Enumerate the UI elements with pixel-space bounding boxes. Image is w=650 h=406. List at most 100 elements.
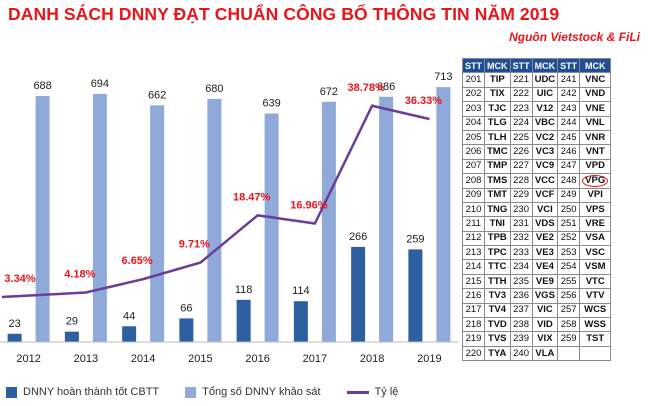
bar-completed-2013 xyxy=(64,331,79,342)
table-cell: VBC xyxy=(531,115,559,131)
table-cell: 229 xyxy=(509,187,533,203)
table-cell: 227 xyxy=(509,158,533,175)
label-surveyed-2019: 713 xyxy=(434,71,452,83)
company-list-table: STT MCK STT MCK STT MCK 201 TIP 221 UDC 241 VNC 202… xyxy=(462,57,612,362)
bar-surveyed-2019 xyxy=(436,87,451,342)
table-cell: 207 xyxy=(462,158,485,175)
table-cell: UDC xyxy=(531,72,559,88)
highlighted-ticker: VPG xyxy=(582,174,609,187)
combo-chart: 688 23 2012 694 29 2013 662 44 2014 680 66 2015 639 1… xyxy=(0,71,458,365)
table-cell: 235 xyxy=(509,273,533,290)
bar-surveyed-2012 xyxy=(35,96,50,342)
table-cell: 209 xyxy=(462,187,485,203)
label-completed-2013: 29 xyxy=(66,316,78,328)
table-cell: 206 xyxy=(462,144,485,160)
table-cell: VNC xyxy=(579,72,612,88)
table-cell: 221 xyxy=(509,72,533,88)
table-body: 201 TIP 221 UDC 241 VNC 202 TIX 222 UIC 242 VND 203 T… xyxy=(462,72,612,362)
table-cell: UIC xyxy=(531,86,559,103)
label-ratio-2018: 38.78% xyxy=(347,82,385,94)
table-cell: TLH xyxy=(484,129,511,146)
table-cell: TMP xyxy=(484,158,511,175)
table-cell: 230 xyxy=(509,201,533,218)
table-row: 208 TMS 228 VCC 248 VPG xyxy=(462,173,612,189)
table-cell: TMS xyxy=(484,173,511,189)
table-cell: 241 xyxy=(557,72,581,88)
table-cell: 238 xyxy=(509,317,533,333)
bar-surveyed-2014 xyxy=(150,105,165,343)
table-cell: 249 xyxy=(557,187,581,203)
table-cell: VSA xyxy=(579,230,612,247)
label-ratio-2013: 4.18% xyxy=(64,268,95,280)
table-cell: VE4 xyxy=(531,259,559,275)
table-cell: VID xyxy=(531,317,559,333)
x-tick-2014: 2014 xyxy=(131,353,155,365)
table-cell: 236 xyxy=(509,288,533,304)
table-cell: TST xyxy=(579,331,612,347)
table-cell: 245 xyxy=(557,129,581,146)
bar-surveyed-2013 xyxy=(92,93,107,343)
table-cell: 250 xyxy=(557,201,581,218)
legend-label-surveyed: Tổng số DNNY khảo sát xyxy=(202,386,321,398)
table-cell: VRE xyxy=(579,216,612,232)
bar-completed-2012 xyxy=(7,333,22,342)
source-note: Nguồn Vietstock & FiLi xyxy=(509,30,640,44)
table-row: 201 TIP 221 UDC 241 VNC xyxy=(462,72,612,88)
table-cell: VIX xyxy=(531,331,559,347)
table-cell: VDS xyxy=(531,216,559,232)
label-completed-2012: 23 xyxy=(9,318,21,330)
table-cell: 226 xyxy=(509,144,533,160)
table-cell: 213 xyxy=(462,245,485,261)
bar-completed-2019 xyxy=(408,249,423,342)
label-surveyed-2013: 694 xyxy=(91,78,109,90)
table-cell: VLA xyxy=(531,345,559,362)
table-cell: 240 xyxy=(509,345,533,362)
table-cell: 237 xyxy=(509,302,533,319)
label-completed-2014: 44 xyxy=(123,310,135,322)
table-cell: 246 xyxy=(557,144,581,160)
table-cell: 253 xyxy=(557,245,581,261)
table-header-2: STT xyxy=(509,57,533,74)
table-cell: 244 xyxy=(557,115,581,131)
table-cell: TVD xyxy=(484,317,511,333)
table-cell: 258 xyxy=(557,317,581,333)
table-cell: 208 xyxy=(462,173,485,189)
legend-item-surveyed: Tổng số DNNY khảo sát xyxy=(185,386,321,398)
table-row: 202 TIX 222 UIC 242 VND xyxy=(462,86,612,103)
table-cell: TV4 xyxy=(484,302,511,319)
table-cell: 204 xyxy=(462,115,485,131)
label-surveyed-2014: 662 xyxy=(148,89,166,101)
table-cell: TYA xyxy=(484,345,511,362)
table-cell: 257 xyxy=(557,302,581,319)
label-completed-2017: 114 xyxy=(292,285,310,297)
label-ratio-2017: 16.96% xyxy=(290,199,328,211)
table-cell: TVS xyxy=(484,331,511,347)
table-cell: VC9 xyxy=(531,158,559,175)
chart-legend: DNNY hoàn thành tốt CBTT Tổng số DNNY kh… xyxy=(6,386,424,398)
table-row: 206 TMC 226 VC3 246 VNT xyxy=(462,144,612,160)
table-cell: 234 xyxy=(509,259,533,275)
table-row: 213 TPC 233 VE3 253 VSC xyxy=(462,245,612,261)
table-row: 203 TJC 223 V12 243 VNE xyxy=(462,101,612,117)
table-cell: VC2 xyxy=(531,129,559,146)
x-tick-2017: 2017 xyxy=(303,353,327,365)
table-cell: 202 xyxy=(462,86,485,103)
bar-surveyed-2018 xyxy=(379,96,394,342)
table-row: 212 TPB 232 VE2 252 VSA xyxy=(462,230,612,247)
table-cell: 214 xyxy=(462,259,485,275)
table-cell: VE9 xyxy=(531,273,559,290)
table-cell: 254 xyxy=(557,259,581,275)
table-cell: VGS xyxy=(531,288,559,304)
table-cell: TTC xyxy=(484,259,511,275)
table-row: 214 TTC 234 VE4 254 VSM xyxy=(462,259,612,275)
label-ratio-2015: 9.71% xyxy=(179,239,210,251)
table-cell: TJC xyxy=(484,101,511,117)
x-tick-2019: 2019 xyxy=(417,353,441,365)
table-cell: 217 xyxy=(462,302,485,319)
table-cell: VSM xyxy=(579,259,612,275)
table-cell: VE2 xyxy=(531,230,559,247)
table-cell: 252 xyxy=(557,230,581,247)
label-surveyed-2012: 688 xyxy=(33,80,51,92)
table-cell: 216 xyxy=(462,288,485,304)
table-cell: 248 xyxy=(557,173,581,189)
